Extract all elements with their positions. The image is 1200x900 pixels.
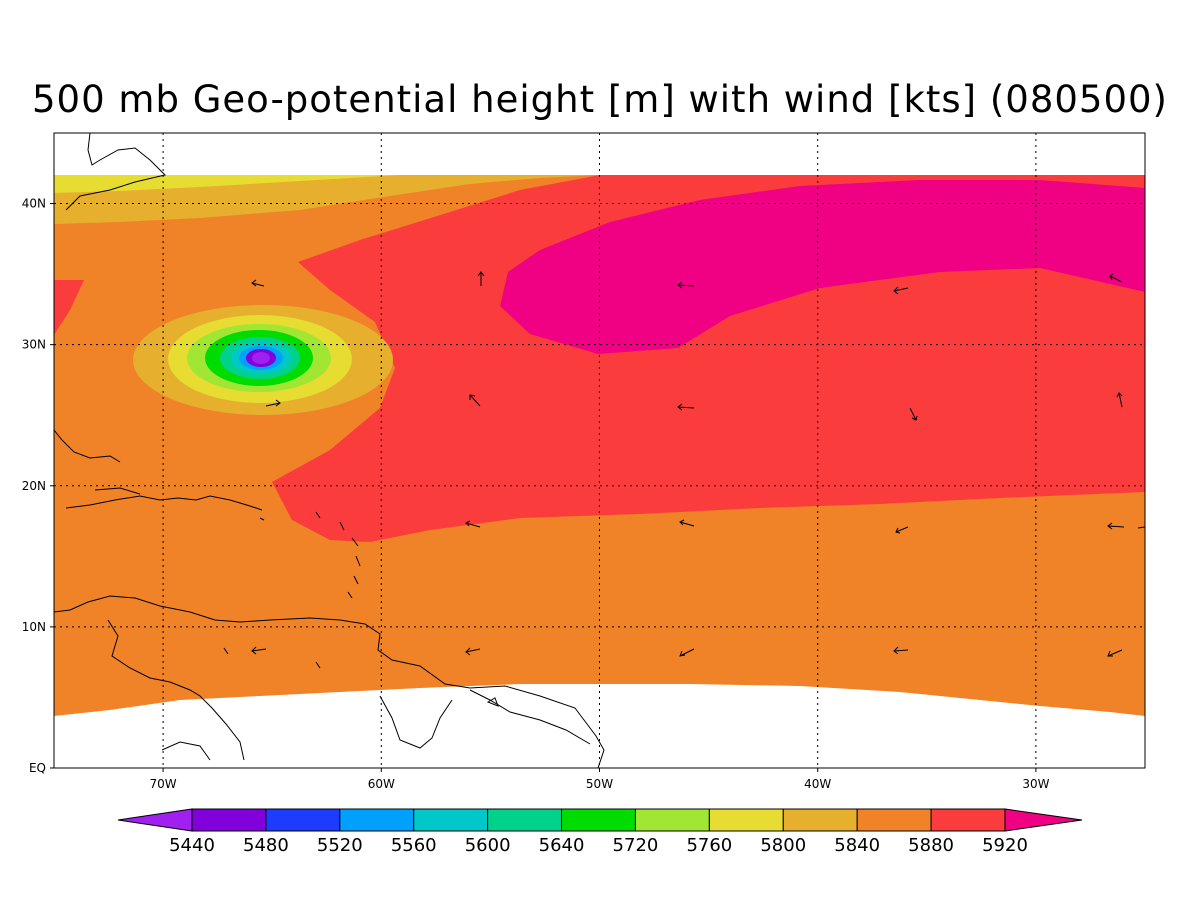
colorbar-box xyxy=(930,808,1006,832)
height-contours xyxy=(54,133,1145,768)
colorbar-min-triangle xyxy=(117,808,193,832)
colorbar-level-label: 5480 xyxy=(243,835,289,856)
colorbar-level-label: 5640 xyxy=(539,835,585,856)
longitude-tick-labels: 70W 60W 50W 40W 30W xyxy=(150,768,1050,791)
wind-vectors xyxy=(251,271,1146,657)
colorbar-level-label: 5920 xyxy=(982,835,1028,856)
lat-tick-label: 40N xyxy=(22,197,46,211)
chart-title: 500 mb Geo-potential height [m] with win… xyxy=(32,78,1168,121)
colorbar-max-triangle xyxy=(1004,808,1083,832)
lon-tick-label: 50W xyxy=(586,777,613,791)
colorbar-level-label: 5760 xyxy=(686,835,732,856)
latitude-tick-labels: EQ 10N 20N 30N 40N xyxy=(22,197,54,775)
colorbar-level-label: 5880 xyxy=(908,835,954,856)
colorbar-level-label: 5440 xyxy=(169,835,215,856)
colorbar-level-label: 5720 xyxy=(613,835,659,856)
lon-tick-label: 60W xyxy=(368,777,395,791)
colorbar-box xyxy=(856,808,932,832)
colorbar-box xyxy=(634,808,710,832)
colorbar-box xyxy=(413,808,489,832)
lon-tick-label: 70W xyxy=(150,777,177,791)
lat-tick-label: 20N xyxy=(22,479,46,493)
lat-tick-label: EQ xyxy=(29,761,46,775)
lat-tick-label: 30N xyxy=(22,338,46,352)
contour-5760-5800 xyxy=(54,175,400,193)
lon-tick-label: 40W xyxy=(804,777,831,791)
contour-5880-5920-west xyxy=(54,280,84,335)
lon-tick-label: 30W xyxy=(1022,777,1049,791)
colorbar-box xyxy=(487,808,563,832)
colorbar-level-label: 5840 xyxy=(834,835,880,856)
colorbar-level-label: 5560 xyxy=(391,835,437,856)
colorbar-box xyxy=(265,808,341,832)
lat-tick-label: 10N xyxy=(22,620,46,634)
lat-lon-grid xyxy=(54,133,1145,768)
coastlines xyxy=(54,133,605,768)
colorbar-level-label: 5800 xyxy=(760,835,806,856)
colorbar-box xyxy=(561,808,636,832)
colorbar-box xyxy=(782,808,858,832)
colorbar-box xyxy=(191,808,267,832)
colorbar-level-label: 5520 xyxy=(317,835,363,856)
colorbar-level-label: 5600 xyxy=(465,835,511,856)
contour-5920-plus xyxy=(500,180,1145,354)
colorbar-box xyxy=(708,808,784,832)
colorbar: 5440 5480 5520 5560 5600 5640 5720 5760 5800 5840… xyxy=(117,808,1083,856)
colorbar-box xyxy=(339,808,415,832)
island-chain xyxy=(223,511,361,669)
